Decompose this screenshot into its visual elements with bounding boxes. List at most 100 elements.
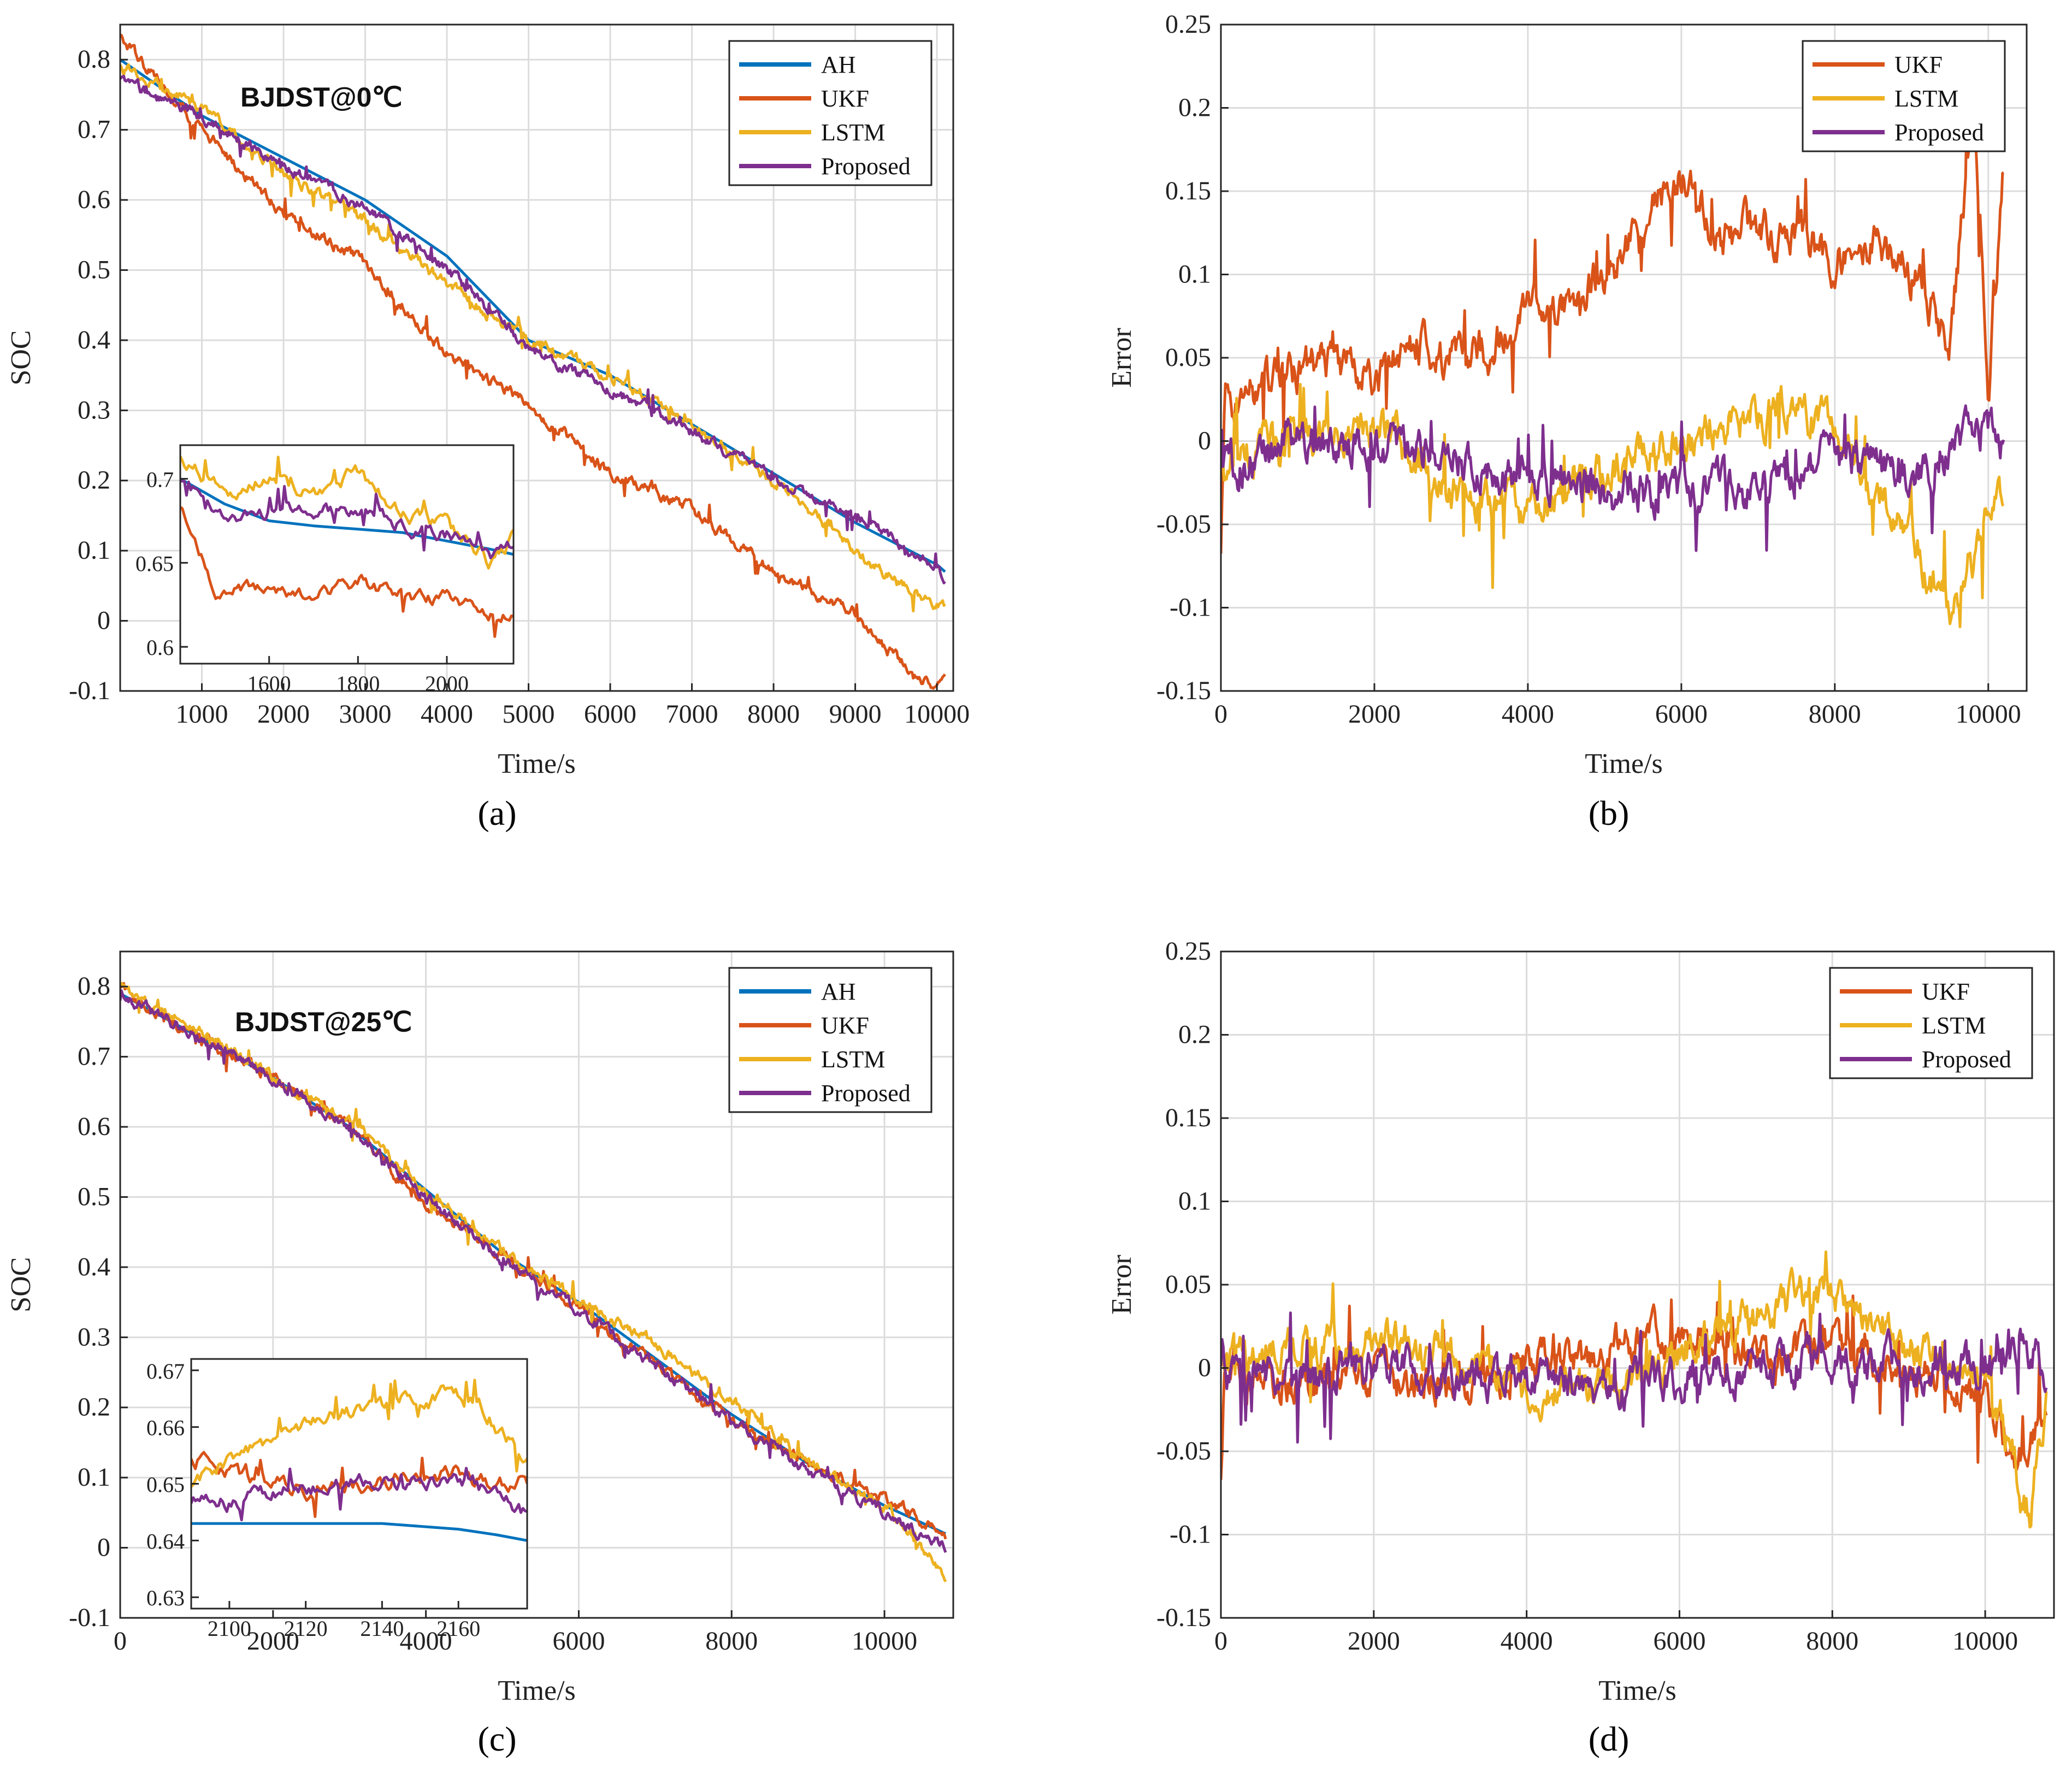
d-caption: (d) — [1589, 1719, 1630, 1758]
c-series-lstm-line — [120, 982, 947, 1582]
a-inset-series-lstm-line — [180, 456, 513, 570]
d-ytick-label-7: 0.2 — [1178, 1020, 1211, 1049]
d-xtick-label-3: 6000 — [1653, 1627, 1705, 1656]
a-xtick-label-3: 4000 — [421, 700, 473, 729]
b-xtick-label-2: 4000 — [1502, 700, 1554, 729]
c-ytick-label-0: -0.1 — [69, 1603, 110, 1632]
c-ytick-label-7: 0.6 — [78, 1112, 110, 1141]
b-ytick-label-2: -0.05 — [1156, 510, 1211, 539]
a-inset-plot-area — [180, 445, 513, 664]
a-inset-series-ah-line — [180, 477, 513, 556]
d-xtick-label-5: 10000 — [1952, 1627, 2018, 1656]
c-x-axis-label: Time/s — [498, 1675, 576, 1706]
c-y-axis-label: SOC — [5, 1257, 37, 1312]
c-xtick-label-2: 4000 — [400, 1627, 452, 1656]
a-ytick-label-4: 0.3 — [78, 395, 110, 424]
a-inset: 1600 1800 2000 0.6 0.65 0.7 — [135, 444, 515, 696]
c-inset-ytick-label-3: 0.66 — [146, 1416, 185, 1440]
a-y-axis-label: SOC — [5, 330, 37, 385]
a-xtick-label-0: 1000 — [176, 700, 228, 729]
c-xtick-label-4: 8000 — [705, 1627, 758, 1656]
c-inset-ytick-label-4: 0.67 — [146, 1359, 185, 1384]
d-legend-label-ukf: UKF — [1922, 978, 1970, 1005]
c-legend-label-ukf: UKF — [821, 1012, 869, 1039]
b-ytick-label-8: 0.25 — [1165, 10, 1211, 39]
a-inset-xtick-label-1: 1800 — [336, 671, 380, 696]
a-ytick-label-0: -0.1 — [69, 676, 110, 705]
b-legend-label-ukf: UKF — [1894, 51, 1943, 78]
a-x-axis-label: Time/s — [498, 748, 576, 779]
a-ytick-label-7: 0.6 — [78, 185, 110, 214]
c-inset-series-ah-line — [191, 1522, 527, 1542]
d-ytick-label-5: 0.1 — [1178, 1187, 1211, 1216]
a-inset-frame — [179, 444, 515, 665]
a-series-ah-line — [120, 58, 946, 573]
a-xtick-label-6: 7000 — [666, 700, 718, 729]
c-inset-xtick-label-0: 2100 — [208, 1616, 251, 1641]
b-ytick-label-3: 0 — [1198, 427, 1211, 456]
a-xtick-label-9: 10000 — [904, 700, 970, 729]
a-inset-ytick-label-0: 0.6 — [146, 635, 174, 660]
c-xtick-label-5: 10000 — [852, 1627, 917, 1656]
d-ytick-label-6: 0.15 — [1165, 1103, 1211, 1132]
d-legend-label-proposed: Proposed — [1922, 1046, 2011, 1073]
c-legend-label-proposed: Proposed — [821, 1080, 911, 1107]
a-legend-label-lstm: LSTM — [821, 119, 885, 146]
a-xtick-label-4: 5000 — [503, 700, 555, 729]
c-inset-xtick-label-3: 2160 — [436, 1616, 480, 1641]
d-ytick-label-2: -0.05 — [1156, 1437, 1211, 1465]
a-legend-label-ukf: UKF — [821, 85, 869, 112]
a-ytick-label-3: 0.2 — [78, 466, 110, 495]
c-ytick-label-1: 0 — [97, 1533, 110, 1562]
a-ytick-label-9: 0.8 — [78, 45, 110, 74]
a-xtick-label-5: 6000 — [584, 700, 636, 729]
c-inset-xtick-label-1: 2120 — [284, 1616, 328, 1641]
c-ytick-label-5: 0.4 — [78, 1252, 110, 1281]
b-series-lstm-line — [1221, 383, 2005, 629]
b-y-axis-label: Error — [1106, 328, 1137, 388]
b-ytick-label-4: 0.05 — [1165, 343, 1211, 372]
d-ytick-label-8: 0.25 — [1165, 937, 1211, 966]
c-caption: (c) — [477, 1719, 516, 1758]
b-xtick-label-5: 10000 — [1956, 700, 2021, 729]
c-annotation: BJDST@25℃ — [235, 1007, 412, 1037]
c-ytick-label-6: 0.5 — [78, 1182, 110, 1211]
a-ytick-label-2: 0.1 — [78, 536, 110, 565]
b-xtick-label-4: 8000 — [1809, 700, 1861, 729]
c-xtick-label-0: 0 — [114, 1627, 127, 1656]
a-ytick-label-5: 0.4 — [78, 326, 110, 354]
panel-c: 0 2000 4000 6000 8000 10000-0.100.10.20.30.40… — [5, 950, 954, 1758]
a-xtick-label-8: 9000 — [829, 700, 882, 729]
c-series-proposed-line — [120, 989, 947, 1553]
c-inset-ytick-label-0: 0.63 — [146, 1586, 185, 1610]
a-frame — [119, 23, 954, 692]
d-legend-label-lstm: LSTM — [1922, 1012, 1986, 1039]
a-inset-ytick-label-1: 0.65 — [135, 551, 174, 576]
c-ytick-label-2: 0.1 — [78, 1463, 110, 1492]
a-xtick-label-2: 3000 — [339, 700, 392, 729]
d-series-proposed-line — [1221, 1311, 2048, 1444]
a-inset-xtick-label-2: 2000 — [425, 671, 469, 696]
d-xtick-label-4: 8000 — [1806, 1627, 1858, 1656]
a-ytick-label-8: 0.7 — [78, 115, 110, 144]
b-ytick-label-0: -0.15 — [1156, 676, 1211, 705]
c-legend-label-ah: AH — [821, 978, 856, 1005]
b-caption: (b) — [1589, 794, 1630, 832]
d-x-axis-label: Time/s — [1598, 1675, 1677, 1706]
a-series-ukf-line — [120, 34, 946, 690]
panel-b: 0 2000 4000 6000 8000 10000 -0.15 -0.1 -0.05 0 0.0… — [1106, 10, 2028, 832]
d-ytick-label-4: 0.05 — [1165, 1270, 1211, 1299]
d-xtick-label-0: 0 — [1214, 1627, 1227, 1656]
a-ytick-label-1: 0 — [97, 606, 110, 635]
c-xtick-label-3: 6000 — [552, 1627, 605, 1656]
c-inset: 2100 2120 2140 2160 0.63 0.64 0.65 0.66 0.67 — [146, 1358, 528, 1641]
panel-d: 0 2000 4000 6000 8000 10000 -0.15 -0.1 -0.05 0 0.0… — [1106, 937, 2055, 1758]
c-ytick-label-4: 0.3 — [78, 1322, 110, 1351]
c-xtick-label-1: 2000 — [247, 1627, 299, 1656]
c-inset-series-proposed-line — [191, 1467, 527, 1522]
c-inset-xtick-label-2: 2140 — [360, 1616, 404, 1641]
b-ytick-label-5: 0.1 — [1178, 260, 1211, 289]
d-y-axis-label: Error — [1106, 1255, 1137, 1315]
b-legend-label-lstm: LSTM — [1894, 85, 1958, 112]
